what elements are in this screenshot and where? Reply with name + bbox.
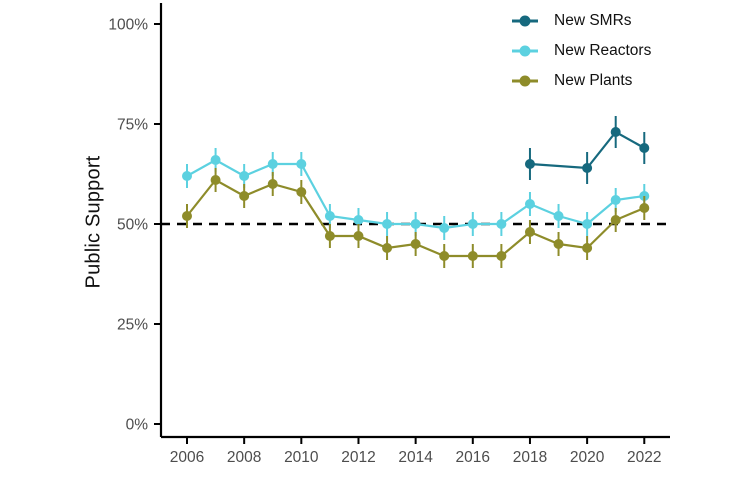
data-point	[382, 219, 393, 229]
data-point	[324, 211, 335, 221]
data-point	[467, 251, 478, 261]
y-tick-label: 0%	[126, 417, 149, 434]
x-tick-label: 2010	[284, 449, 319, 466]
data-point	[639, 143, 650, 153]
legend-dot-icon	[519, 75, 531, 87]
data-point	[296, 159, 307, 169]
y-tick-label: 100%	[108, 17, 148, 34]
data-point	[239, 171, 250, 181]
legend-item-new-smrs: New SMRs	[512, 6, 651, 36]
y-tick-label: 25%	[117, 317, 148, 334]
data-point	[353, 231, 364, 241]
legend-key-icon	[512, 75, 538, 87]
legend-label: New SMRs	[554, 12, 632, 29]
data-point	[610, 127, 621, 137]
data-point	[496, 219, 507, 229]
data-point	[210, 155, 221, 165]
legend: New SMRs New Reactors New Plants	[512, 6, 651, 96]
x-tick-label: 2008	[227, 449, 261, 466]
x-tick-label: 2016	[456, 449, 490, 466]
legend-key-icon	[512, 45, 538, 57]
data-point	[524, 227, 535, 237]
series-line	[529, 130, 645, 170]
x-tick-label: 2014	[398, 449, 433, 466]
data-point	[610, 195, 621, 205]
data-point	[239, 191, 250, 201]
x-tick-label: 2020	[570, 449, 605, 466]
data-point	[296, 187, 307, 197]
x-tick-label: 2012	[341, 449, 375, 466]
data-point	[582, 243, 593, 253]
data-point	[353, 215, 364, 225]
data-point	[210, 175, 221, 185]
data-point	[439, 251, 450, 261]
x-tick-label: 2022	[627, 449, 661, 466]
data-point	[524, 159, 535, 169]
data-point	[639, 203, 650, 213]
legend-key-icon	[512, 15, 538, 27]
data-point	[582, 219, 593, 229]
legend-item-new-plants: New Plants	[512, 66, 651, 96]
legend-label: New Plants	[554, 72, 633, 89]
y-axis-title: Public Support	[82, 155, 105, 289]
data-point	[410, 239, 421, 249]
data-point	[324, 231, 335, 241]
legend-dot-icon	[519, 45, 531, 57]
data-point	[496, 251, 507, 261]
data-point	[382, 243, 393, 253]
data-point	[410, 219, 421, 229]
y-tick-label: 75%	[117, 117, 148, 134]
data-point	[267, 159, 278, 169]
data-point	[467, 219, 478, 229]
x-tick-label: 2006	[170, 449, 204, 466]
data-point	[267, 179, 278, 189]
data-point	[524, 199, 535, 209]
legend-label: New Reactors	[554, 42, 652, 59]
data-point	[553, 211, 564, 221]
data-point	[610, 215, 621, 225]
y-tick-label: 50%	[117, 217, 148, 234]
data-point	[553, 239, 564, 249]
data-point	[439, 223, 450, 233]
data-point	[182, 211, 192, 221]
legend-item-new-reactors: New Reactors	[512, 36, 651, 66]
legend-dot-icon	[519, 15, 531, 27]
data-point	[582, 163, 593, 173]
data-point	[182, 171, 192, 181]
x-tick-label: 2018	[513, 449, 547, 466]
